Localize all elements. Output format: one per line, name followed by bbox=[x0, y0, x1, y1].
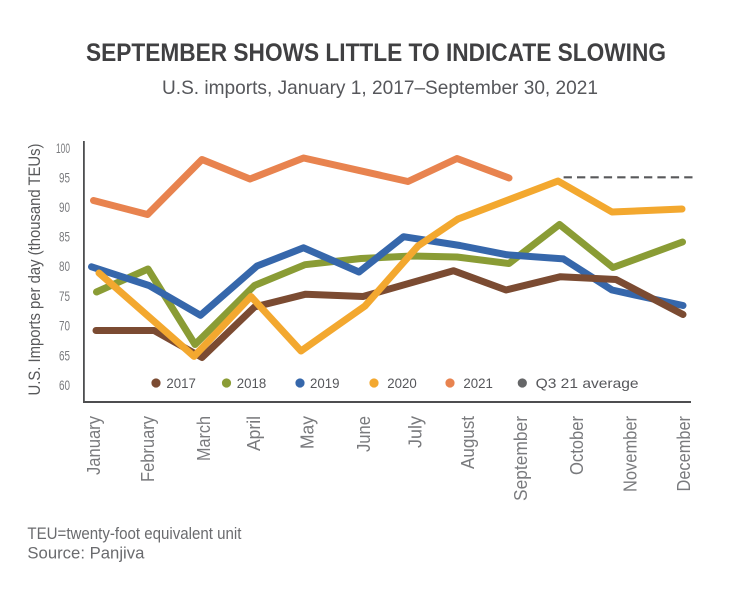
svg-text:January: January bbox=[84, 416, 104, 475]
svg-text:2018: 2018 bbox=[237, 375, 267, 391]
svg-text:U.S. imports, January 1, 2017–: U.S. imports, January 1, 2017–September … bbox=[162, 77, 598, 99]
svg-text:80: 80 bbox=[59, 258, 70, 274]
svg-text:2019: 2019 bbox=[310, 375, 340, 391]
svg-text:60: 60 bbox=[59, 377, 70, 393]
svg-text:2017: 2017 bbox=[166, 375, 196, 391]
svg-text:November: November bbox=[621, 416, 641, 492]
svg-text:March: March bbox=[194, 416, 214, 461]
svg-text:65: 65 bbox=[59, 347, 70, 363]
svg-text:June: June bbox=[354, 416, 374, 452]
svg-text:SEPTEMBER SHOWS LITTLE TO INDI: SEPTEMBER SHOWS LITTLE TO INDICATE SLOWI… bbox=[86, 39, 666, 67]
svg-text:October: October bbox=[567, 416, 587, 475]
svg-text:75: 75 bbox=[59, 288, 70, 304]
svg-text:U.S. Imports per day (thousand: U.S. Imports per day (thousand TEUs) bbox=[25, 144, 44, 396]
svg-text:February: February bbox=[138, 416, 158, 482]
svg-text:TEU=twenty-foot equivalent uni: TEU=twenty-foot equivalent unit bbox=[27, 524, 241, 543]
svg-text:September: September bbox=[511, 416, 531, 501]
svg-text:August: August bbox=[458, 416, 478, 469]
svg-text:Q3 21 average: Q3 21 average bbox=[536, 375, 639, 391]
svg-text:April: April bbox=[244, 416, 264, 451]
svg-text:100: 100 bbox=[56, 140, 70, 156]
svg-text:70: 70 bbox=[59, 317, 70, 333]
svg-text:July: July bbox=[406, 416, 426, 448]
svg-text:December: December bbox=[674, 416, 694, 492]
svg-text:May: May bbox=[298, 416, 318, 449]
svg-text:85: 85 bbox=[59, 229, 70, 245]
svg-text:90: 90 bbox=[59, 199, 70, 215]
svg-text:Source: Panjiva: Source: Panjiva bbox=[27, 544, 145, 563]
svg-text:95: 95 bbox=[59, 169, 70, 185]
svg-text:2020: 2020 bbox=[387, 375, 417, 391]
svg-text:2021: 2021 bbox=[463, 375, 493, 391]
